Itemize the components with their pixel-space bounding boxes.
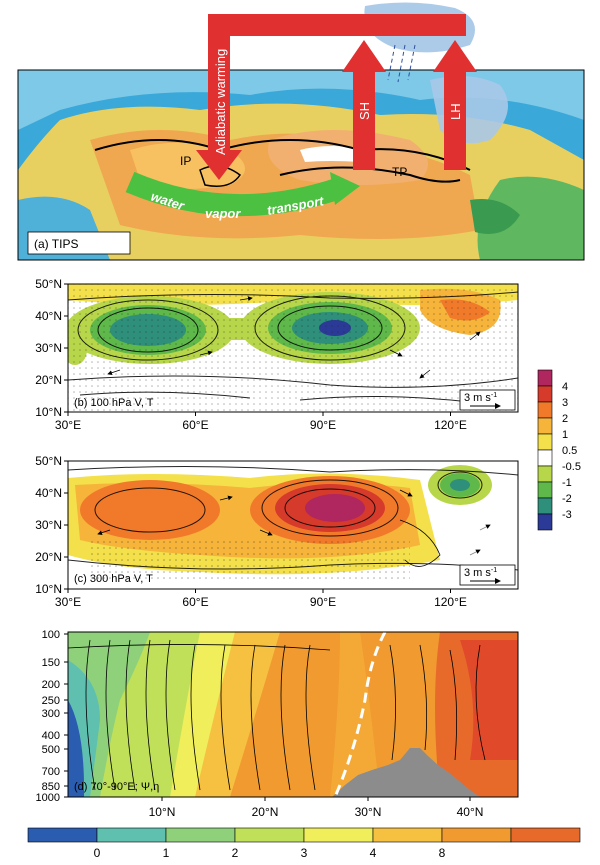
colorbar-swatch [441, 827, 512, 843]
y-tick-label: 10°N [35, 405, 62, 419]
colorbar-swatch [537, 481, 553, 499]
colorbar-label: 4 [562, 381, 568, 393]
x-tick-label: 30°E [55, 418, 81, 432]
colorbar-swatch [537, 417, 553, 435]
colorbar-label: 0.5 [562, 445, 577, 457]
colorbar-swatch [537, 513, 553, 531]
colorbar-label: 8 [439, 846, 446, 860]
panel-b-map [68, 284, 518, 412]
y-tick-label: 10°N [35, 582, 62, 596]
colorbar-swatch [537, 449, 553, 467]
colorbar-label: 3 [301, 846, 308, 860]
y-tick-label: 150 [42, 657, 60, 669]
panel-c-map [68, 461, 518, 589]
right-colorbar: 4 3 2 1 0.5 -0.5 -1 -2 -3 [537, 369, 581, 531]
colorbar-swatch [510, 827, 581, 843]
panel-c-ref-label: 3 m s-1 [464, 567, 497, 579]
colorbar-swatch [537, 401, 553, 419]
y-tick-label: 250 [42, 695, 60, 707]
panel-a-caption: (a) TIPS [34, 237, 78, 251]
colorbar-swatch [372, 827, 443, 843]
panel-c-caption: (c) 300 hPa V, T [74, 573, 153, 585]
tp-label: TP [392, 165, 407, 179]
panel-d-section [68, 632, 518, 797]
y-tick-label: 200 [42, 679, 60, 691]
x-tick-label: 10°N [149, 805, 176, 819]
y-tick-label: 700 [42, 766, 60, 778]
lh-arrow-label: LH [448, 103, 463, 120]
x-tick-label: 90°E [310, 418, 336, 432]
water-vapor-arrow [125, 171, 344, 217]
panel-b-ref-label: 3 m s-1 [464, 392, 497, 404]
panel-d-frame [67, 631, 519, 798]
y-tick-label: 30°N [35, 341, 62, 355]
y-tick-label: 300 [42, 708, 60, 720]
panel-a-caption-box [27, 231, 131, 255]
colorbar-swatch [537, 433, 553, 451]
y-tick-label: 100 [42, 629, 60, 641]
y-tick-label: 850 [42, 781, 60, 793]
colorbar-label: -3 [562, 509, 572, 521]
y-tick-label: 20°N [35, 373, 62, 387]
red-arrow-circulation [196, 14, 477, 180]
x-tick-label: 60°E [182, 418, 208, 432]
tropopause-dashed-line [333, 632, 387, 797]
colorbar-label: -1 [562, 477, 572, 489]
colorbar-label: 2 [232, 846, 239, 860]
x-tick-label: 90°E [310, 595, 336, 609]
colorbar-label: 0 [94, 846, 101, 860]
colorbar-swatch [537, 369, 553, 387]
x-tick-label: 30°N [355, 805, 382, 819]
colorbar-label: 1 [562, 429, 568, 441]
panel-a-frame [17, 69, 585, 261]
colorbar-swatch [234, 827, 305, 843]
x-tick-label: 20°N [252, 805, 279, 819]
colorbar-label: 1 [163, 846, 170, 860]
x-tick-label: 30°E [55, 595, 81, 609]
panel-b-ref-box [459, 389, 516, 411]
colorbar-label: -0.5 [562, 461, 581, 473]
transport-word-2: vapor [205, 206, 241, 221]
rain-lines [387, 44, 416, 83]
y-tick-label: 40°N [35, 309, 62, 323]
y-tick-label: 20°N [35, 550, 62, 564]
y-tick-label: 50°N [35, 277, 62, 291]
colorbar-swatch [537, 497, 553, 515]
bottom-colorbar: 0 1 2 3 4 8 [27, 827, 581, 860]
adiabatic-warming-label: Adiabatic warming [213, 49, 228, 155]
y-tick-label: 30°N [35, 518, 62, 532]
colorbar-swatch [537, 465, 553, 483]
panel-d-caption: (d) 70°-90°E; Ψ,η [74, 781, 159, 793]
y-tick-label: 50°N [35, 454, 62, 468]
colorbar-swatch [165, 827, 236, 843]
colorbar-label: 3 [562, 397, 568, 409]
colorbar-label: -2 [562, 493, 572, 505]
y-tick-label: 1000 [36, 792, 60, 804]
x-tick-label: 120°E [434, 595, 467, 609]
water-vapor-arrowhead [330, 172, 360, 205]
colorbar-swatch [537, 385, 553, 403]
x-tick-label: 120°E [434, 418, 467, 432]
y-tick-label: 500 [42, 744, 60, 756]
colorbar-swatch [96, 827, 167, 843]
y-tick-label: 40°N [35, 486, 62, 500]
colorbar-swatch [27, 827, 98, 843]
ip-label: IP [180, 154, 191, 168]
colorbar-label: 2 [562, 413, 568, 425]
panel-a-map [18, 70, 584, 260]
y-tick-label: 400 [42, 730, 60, 742]
panel-b-axis-ticks: 50°N 40°N 30°N 20°N 10°N30°E 60°E 90°E 120°E [35, 277, 467, 432]
sh-arrow-label: SH [357, 102, 372, 120]
x-tick-label: 60°E [182, 595, 208, 609]
panel-c-axis-ticks: 50°N 40°N 30°N 20°N 10°N30°E 60°E 90°E 120°E [35, 454, 467, 609]
colorbar-label: 4 [370, 846, 377, 860]
panel-c-ref-box [459, 564, 516, 586]
panel-b-caption: (b) 100 hPa V, T [74, 397, 154, 409]
x-tick-label: 40°N [457, 805, 484, 819]
colorbar-swatch [303, 827, 374, 843]
